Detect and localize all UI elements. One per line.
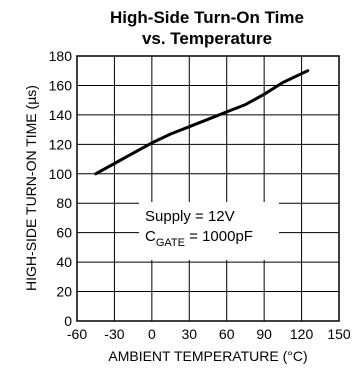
y-tick-label: 40 — [56, 254, 72, 270]
annotation-supply: Supply = 12V — [145, 208, 235, 225]
y-tick-label: 140 — [49, 107, 73, 123]
x-tick-label: 90 — [256, 326, 272, 342]
annotation-cgate-sub: GATE — [156, 237, 185, 249]
x-tick-label: 30 — [181, 326, 197, 342]
y-tick-label: 160 — [49, 77, 73, 93]
y-tick-label: 100 — [49, 166, 73, 182]
y-tick-label: 0 — [64, 313, 72, 329]
y-tick-label: 20 — [56, 284, 72, 300]
grid-layer — [77, 56, 339, 321]
y-axis-label-unit: µs — [23, 90, 39, 105]
x-tick-label: 120 — [290, 326, 314, 342]
chart-title-line1: High-Side Turn-On Time — [110, 8, 304, 27]
y-tick-label: 80 — [56, 195, 72, 211]
x-tick-label: 0 — [148, 326, 156, 342]
y-axis-label: HIGH-SIDE TURN-ON TIME (µs) — [23, 85, 39, 291]
annotation-cgate: CGATE = 1000pF — [145, 228, 253, 249]
y-axis-label-suffix: ) — [23, 85, 39, 90]
tick-layer: -60 -30 0 30 60 90 120 150 0 20 40 60 80 100 120 140 160… — [49, 48, 351, 342]
x-tick-label: -60 — [67, 326, 87, 342]
x-tick-label: 150 — [327, 326, 351, 342]
y-tick-label: 120 — [49, 136, 73, 152]
annotation-cgate-main: C — [145, 228, 156, 245]
curve-layer — [94, 69, 310, 176]
chart-title-line2: vs. Temperature — [142, 29, 272, 48]
plot-frame — [76, 55, 340, 322]
x-tick-label: -30 — [104, 326, 124, 342]
series-line — [94, 69, 310, 176]
x-tick-label: 60 — [219, 326, 235, 342]
annotation-cgate-value: = 1000pF — [185, 228, 253, 245]
y-tick-label: 60 — [56, 225, 72, 241]
annotation-background — [139, 202, 279, 260]
x-axis-label: AMBIENT TEMPERATURE (°C) — [108, 348, 307, 364]
y-axis-label-prefix: HIGH-SIDE TURN-ON TIME ( — [23, 104, 39, 290]
y-tick-label: 180 — [49, 48, 73, 64]
